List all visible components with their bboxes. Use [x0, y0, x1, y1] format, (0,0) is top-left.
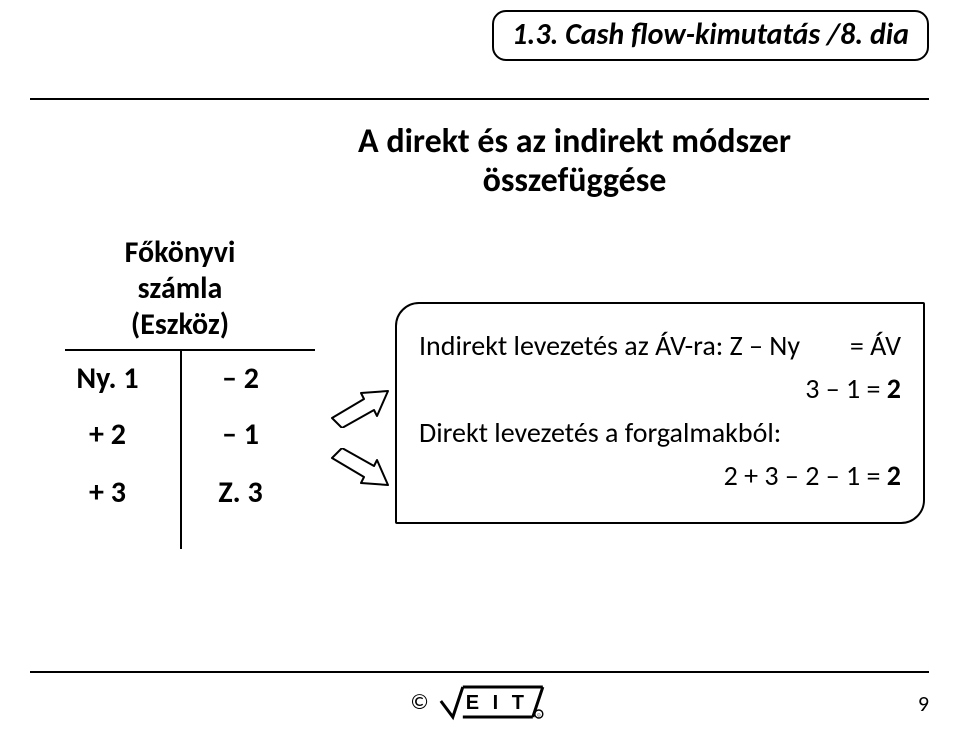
t-cell-left: + 3	[35, 475, 174, 511]
derivation-line-1: Indirekt levezetés az ÁV-ra: Z – Ny = ÁV	[419, 324, 901, 367]
t-account: Ny. 1 – 2 + 2 – 1 + 3 Z. 3	[35, 349, 325, 549]
derivation-line-1-label: Indirekt levezetés az ÁV-ra: Z – Ny	[419, 324, 800, 367]
t-account-title-line-3: (Eszköz)	[35, 307, 325, 343]
eit-logo-icon: E I T ☺	[439, 681, 549, 721]
t-cell-right: – 2	[174, 361, 307, 397]
arrow-down-right-icon	[330, 448, 390, 488]
t-account-title-line-1: Főkönyvi	[35, 235, 325, 271]
t-cell-right: Z. 3	[174, 475, 307, 511]
divider-top	[30, 98, 929, 100]
t-account-title-line-2: számla	[35, 271, 325, 307]
section-heading-line-1: A direkt és az indirekt módszer	[250, 122, 899, 161]
derivation-line-2-eq: 3 – 1 = 2	[805, 367, 901, 410]
t-account-block: Főkönyvi számla (Eszköz) Ny. 1 – 2 + 2 –…	[35, 235, 325, 549]
derivation-line-2: 3 – 1 = 2	[419, 367, 901, 410]
section-heading-line-2: összefüggése	[250, 161, 899, 200]
t-account-row: Ny. 1 – 2	[35, 361, 325, 397]
logo-text: E I T	[466, 692, 528, 714]
derivation-line-4: 2 + 3 – 2 – 1 = 2	[419, 454, 901, 497]
derivation-box: Indirekt levezetés az ÁV-ra: Z – Ny = ÁV…	[395, 302, 925, 524]
derivation-line-4-prefix: 2 + 3 – 2 – 1 =	[724, 458, 887, 493]
slide: 1.3. Cash flow-kimutatás /8. dia A direk…	[0, 0, 959, 731]
t-account-title: Főkönyvi számla (Eszköz)	[35, 235, 325, 343]
copyright-symbol: ©	[410, 688, 428, 715]
t-cell-left: + 2	[35, 417, 174, 453]
derivation-line-4-bold: 2	[887, 458, 901, 493]
svg-text:☺: ☺	[536, 713, 542, 719]
t-cell-left: Ny. 1	[35, 361, 174, 397]
slide-title-box: 1.3. Cash flow-kimutatás /8. dia	[492, 10, 929, 61]
derivation-line-1-eq: = ÁV	[850, 324, 901, 367]
t-account-row: + 3 Z. 3	[35, 475, 325, 511]
page-number: 9	[918, 690, 929, 717]
t-account-row: + 2 – 1	[35, 417, 325, 453]
derivation-line-4-eq: 2 + 3 – 2 – 1 = 2	[724, 454, 901, 497]
arrow-up-right-icon	[330, 388, 390, 428]
section-heading: A direkt és az indirekt módszer összefüg…	[250, 122, 899, 200]
derivation-line-2-prefix: 3 – 1 =	[805, 371, 887, 406]
derivation-line-2-bold: 2	[887, 371, 901, 406]
slide-title: 1.3. Cash flow-kimutatás /8. dia	[512, 16, 909, 53]
footer-logo: © E I T ☺	[410, 681, 548, 721]
t-account-horizontal-line	[65, 349, 315, 351]
divider-bottom	[30, 671, 929, 673]
derivation-line-3: Direkt levezetés a forgalmakból:	[419, 411, 901, 454]
t-cell-right: – 1	[174, 417, 307, 453]
derivation-line-3-label: Direkt levezetés a forgalmakból:	[419, 411, 781, 454]
